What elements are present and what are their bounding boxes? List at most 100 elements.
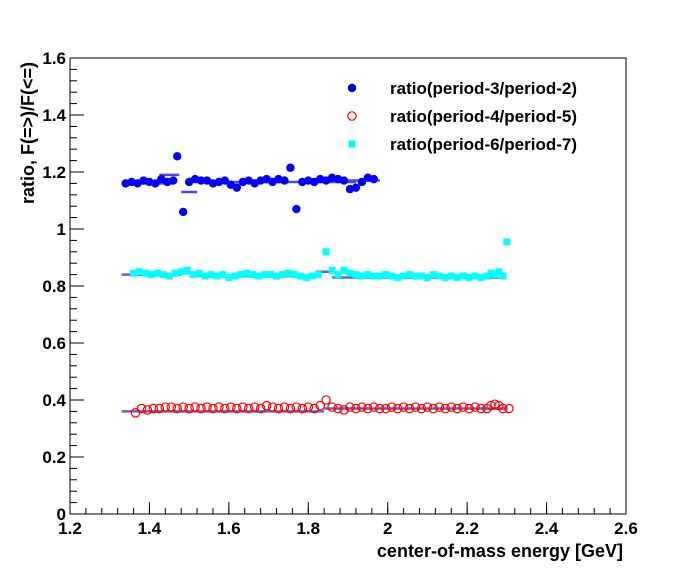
data-point	[136, 403, 147, 414]
data-point	[226, 402, 236, 412]
legend-label: ratio(period-6/period-7)	[390, 135, 577, 154]
plot-frame	[69, 57, 627, 515]
data-point	[429, 271, 437, 279]
data-point	[503, 238, 511, 246]
x-tick-label: 1.8	[296, 519, 320, 538]
data-point	[446, 402, 457, 412]
data-point	[267, 271, 275, 279]
data-point	[490, 399, 500, 410]
data-point	[292, 204, 301, 214]
data-point	[291, 402, 302, 412]
data-point	[357, 177, 367, 187]
data-point	[498, 403, 508, 414]
data-point	[302, 273, 310, 281]
data-point	[220, 403, 230, 414]
data-point	[423, 273, 431, 281]
data-point	[376, 272, 384, 280]
data-point	[394, 273, 402, 281]
data-point	[141, 269, 149, 277]
data-point	[477, 273, 485, 281]
data-point	[303, 402, 314, 412]
data-point	[386, 402, 397, 412]
data-point	[261, 400, 272, 411]
data-point	[237, 271, 245, 279]
data-point	[400, 272, 408, 280]
data-point	[255, 272, 263, 280]
data-point	[178, 402, 188, 412]
data-point	[358, 272, 366, 280]
series-2	[130, 395, 514, 418]
y-tick-label: 1.6	[42, 49, 66, 68]
legend-marker	[347, 111, 357, 121]
data-point	[142, 405, 153, 415]
x-tick-label: 2	[383, 519, 392, 538]
data-point	[328, 266, 336, 274]
data-point	[237, 402, 248, 412]
data-point	[370, 272, 378, 280]
data-point	[255, 403, 266, 414]
data-point	[273, 403, 284, 414]
data-point	[160, 402, 171, 412]
data-point	[422, 402, 433, 412]
data-point	[351, 403, 361, 414]
data-point	[327, 402, 337, 412]
data-point	[208, 403, 218, 414]
data-point	[471, 272, 479, 280]
data-point	[398, 402, 409, 412]
data-point	[440, 403, 451, 414]
data-point	[417, 272, 425, 280]
legend: ratio(period-3/period-2) ratio(period-4/p…	[347, 79, 577, 154]
data-point	[278, 271, 286, 279]
data-point	[464, 403, 474, 414]
data-point	[284, 269, 292, 277]
data-point	[214, 402, 224, 412]
data-point	[297, 403, 308, 414]
data-point	[321, 395, 331, 405]
data-point	[202, 402, 212, 412]
data-point	[273, 272, 281, 280]
data-point	[130, 269, 138, 277]
data-point	[374, 403, 385, 414]
x-tick-label: 2.6	[614, 519, 638, 538]
data-point	[190, 402, 200, 412]
data-point	[147, 271, 155, 279]
data-point	[183, 266, 191, 274]
series-3	[130, 238, 511, 281]
data-point	[380, 403, 391, 414]
data-point	[169, 176, 178, 185]
data-point	[388, 272, 396, 280]
x-tick-label: 2.2	[455, 519, 479, 538]
data-point	[476, 403, 486, 414]
data-point	[280, 176, 289, 185]
data-point	[261, 271, 269, 279]
data-point	[487, 269, 495, 277]
y-tick-label: 0.6	[42, 334, 66, 353]
data-point	[219, 271, 227, 279]
data-point	[196, 403, 206, 414]
data-point	[346, 269, 354, 277]
y-tick-label: 0	[57, 505, 66, 524]
data-point	[130, 408, 141, 418]
data-point	[369, 402, 379, 412]
y-tick-label: 0.8	[42, 277, 66, 296]
data-point	[416, 403, 427, 414]
data-point	[504, 403, 514, 414]
data-point	[148, 403, 159, 414]
x-axis: 1.2 1.4 1.6 1.8 2 2.2 2.4 2.6	[58, 502, 638, 538]
data-point	[357, 402, 367, 412]
data-point	[201, 272, 209, 280]
data-point	[470, 402, 480, 412]
data-point	[428, 403, 439, 414]
y-tick-label: 1.4	[42, 106, 66, 125]
data-point	[178, 207, 188, 217]
data-point	[345, 402, 355, 412]
data-point	[434, 402, 445, 412]
data-point	[339, 405, 349, 415]
data-point	[249, 402, 260, 412]
x-tick-label: 1.4	[138, 519, 162, 538]
data-point	[483, 272, 491, 280]
data-point	[286, 163, 295, 172]
data-point	[196, 176, 206, 185]
data-point	[410, 402, 421, 412]
